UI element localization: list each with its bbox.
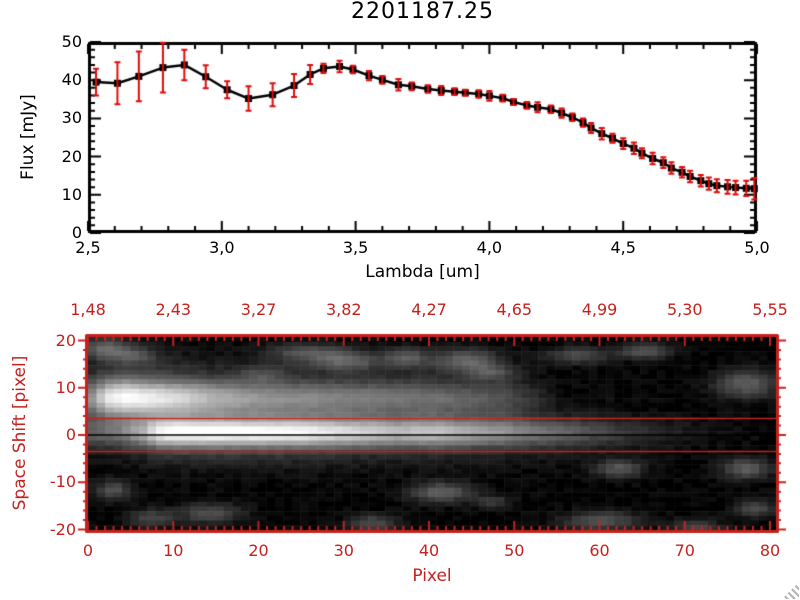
pixel-tick-label: 80 xyxy=(759,541,781,560)
pixel-tick-label: 10 xyxy=(163,541,184,560)
wavelength-top-tick-label: 3,82 xyxy=(325,300,362,319)
wavelength-top-tick-label: 3,27 xyxy=(240,300,277,319)
lambda-tick-label: 3,0 xyxy=(209,238,235,257)
pixel-tick-label: 40 xyxy=(418,541,440,560)
lambda-tick-label: 5,0 xyxy=(744,238,770,257)
space-shift-tick-label: -10 xyxy=(49,472,76,492)
pixel-axis-label: Pixel xyxy=(412,566,452,586)
flux-axis-label: Flux [mJy] xyxy=(18,94,38,180)
pixel-tick-label: 0 xyxy=(82,541,94,560)
flux-tick-label: 20 xyxy=(61,146,82,166)
flux-tick-label: 50 xyxy=(61,32,82,51)
lambda-tick-label: 4,0 xyxy=(476,238,503,257)
flux-tick-label: 0 xyxy=(71,223,82,242)
pixel-tick-label: 70 xyxy=(674,541,695,560)
wavelength-top-tick-label: 5,55 xyxy=(752,300,788,319)
lambda-tick-label: 2,5 xyxy=(75,238,101,257)
flux-tick-label: 10 xyxy=(61,184,82,204)
lambda-tick-label: 3,5 xyxy=(342,238,369,257)
flux-tick-label: 40 xyxy=(61,70,82,90)
space-shift-tick-label: 0 xyxy=(65,425,76,444)
wavelength-top-tick-label: 4,27 xyxy=(411,300,447,319)
space-shift-tick-label: -20 xyxy=(49,519,76,539)
wavelength-top-tick-label: 1,48 xyxy=(70,300,106,319)
wavelength-top-tick-label: 4,99 xyxy=(581,300,618,319)
pixel-tick-label: 60 xyxy=(589,541,610,560)
wavelength-top-tick-label: 4,65 xyxy=(496,300,533,319)
space-shift-tick-label: 10 xyxy=(55,377,76,397)
plot-title: 2201187.25 xyxy=(351,0,494,24)
space-shift-tick-label: 20 xyxy=(55,330,76,350)
pixel-tick-label: 30 xyxy=(333,541,354,560)
lambda-tick-label: 4,5 xyxy=(610,238,636,257)
space-shift-axis-label: Space Shift [pixel] xyxy=(10,355,30,511)
pixel-tick-label: 20 xyxy=(248,541,269,560)
lambda-axis-label: Lambda [um] xyxy=(365,262,480,282)
pixel-tick-label: 50 xyxy=(504,541,525,560)
flux-tick-label: 30 xyxy=(61,108,82,128)
wavelength-top-tick-label: 2,43 xyxy=(155,300,192,319)
wavelength-top-tick-label: 5,30 xyxy=(666,300,703,319)
